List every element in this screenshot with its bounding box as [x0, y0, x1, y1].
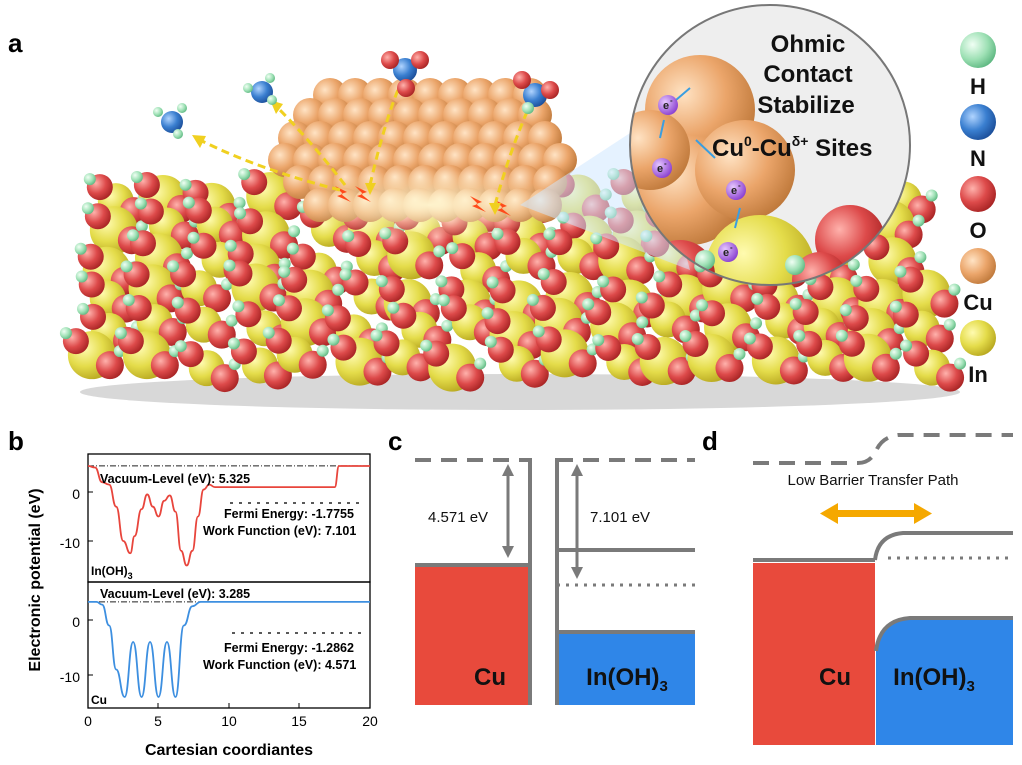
bottom-material-label: Cu — [91, 693, 107, 707]
top-vacuum-level-label: Vacuum-Level (eV): 5.325 — [100, 472, 250, 486]
panel-label-a: a — [8, 28, 23, 58]
callout-line-3: Stabilize — [757, 92, 854, 119]
transfer-path-label: Low Barrier Transfer Path — [788, 472, 959, 489]
xtick-0: 0 — [84, 713, 92, 729]
panel-label-d: d — [702, 426, 718, 456]
inoh-label: In(OH)3 — [893, 664, 975, 695]
legend-swatch-cu — [960, 248, 996, 284]
conduction-band-line — [873, 531, 1013, 561]
arrow-heads — [192, 100, 501, 215]
cu-work-function-value: 4.571 eV — [428, 509, 488, 526]
bottom-vacuum-level-label: Vacuum-Level (eV): 3.285 — [100, 587, 250, 601]
xtick-20: 20 — [362, 713, 378, 729]
top-ytick-neg10: -10 — [60, 535, 80, 551]
callout-line-4: Cu0-Cuδ+ Sites — [712, 133, 872, 162]
inoh-block — [876, 618, 1013, 745]
svg-text:e: e — [731, 185, 737, 197]
top-ytick-0: 0 — [72, 486, 80, 502]
legend-swatch-in — [960, 320, 996, 356]
xtick-10: 10 — [221, 713, 237, 729]
panel-a-illustration: e- e- e- e- Ohmic Contact Stabilize Cu0-… — [59, 4, 996, 410]
reaction-path-arrows — [199, 84, 532, 206]
cu-label: Cu — [819, 664, 851, 691]
panel-d-band-diagram: Low Barrier Transfer Path Cu In(OH)3 — [753, 433, 1013, 745]
legend-label-h: H — [970, 74, 986, 99]
top-material-label: In(OH)3 — [91, 564, 133, 581]
xtick-5: 5 — [154, 713, 162, 729]
slab-shadow — [80, 374, 960, 410]
chart-y-axis-label: Electronic potential (eV) — [27, 488, 44, 671]
inoh-work-function-arrow — [571, 464, 583, 579]
xtick-15: 15 — [291, 713, 307, 729]
svg-text:e: e — [723, 247, 729, 259]
svg-text:-: - — [738, 181, 741, 190]
svg-text:-: - — [730, 243, 733, 252]
bottom-fermi-energy-label: Fermi Energy: -1.2862 — [224, 641, 354, 655]
svg-text:e: e — [663, 100, 669, 112]
element-legend: H N O Cu In — [960, 32, 996, 387]
callout-circle-border — [629, 4, 911, 286]
chart-x-axis-label: Cartesian coordiantes — [145, 742, 313, 759]
series-line-cu — [88, 600, 370, 698]
series-line-inoh3 — [87, 465, 370, 567]
inoh-label: In(OH)3 — [586, 664, 668, 695]
panel-label-c: c — [388, 426, 403, 456]
vacuum-level-line — [753, 433, 1013, 465]
cu-label: Cu — [474, 664, 506, 691]
valence-band-line — [874, 616, 1013, 652]
nh3-molecule-1 — [153, 103, 187, 139]
panel-b-chart: Electronic potential (eV) Cartesian coor… — [27, 453, 378, 759]
nh3-molecule-2 — [243, 73, 277, 105]
electron-labels: e- e- e- e- — [657, 96, 741, 259]
cu-block — [415, 565, 530, 705]
callout-line-2: Contact — [763, 61, 852, 88]
no3-molecule-1 — [381, 51, 429, 97]
cu-work-function-arrow — [502, 464, 514, 558]
transfer-path-arrow — [820, 503, 932, 524]
legend-swatch-n — [960, 104, 996, 140]
legend-swatch-o — [960, 176, 996, 212]
legend-label-in: In — [968, 362, 988, 387]
bottom-work-function-label: Work Function (eV): 4.571 — [203, 658, 356, 672]
legend-label-o: O — [969, 218, 986, 243]
panel-c-band-diagram: Cu In(OH)3 4.571 eV 7.101 eV — [415, 458, 695, 705]
inoh-work-function-value: 7.101 eV — [590, 509, 650, 526]
svg-text:-: - — [670, 96, 673, 105]
bottom-ytick-0: 0 — [72, 614, 80, 630]
legend-label-n: N — [970, 146, 986, 171]
top-work-function-label: Work Function (eV): 7.101 — [203, 524, 356, 538]
no3-molecule-2 — [513, 71, 559, 114]
legend-swatch-h — [960, 32, 996, 68]
panel-label-b: b — [8, 426, 24, 456]
svg-text:e: e — [657, 163, 663, 175]
top-fermi-energy-label: Fermi Energy: -1.7755 — [224, 507, 354, 521]
legend-label-cu: Cu — [963, 290, 992, 315]
callout-line-1: Ohmic — [771, 31, 846, 58]
bottom-ytick-neg10: -10 — [60, 669, 80, 685]
cu-block — [753, 563, 875, 745]
svg-text:-: - — [664, 159, 667, 168]
callout-text: Ohmic Contact Stabilize — [757, 31, 854, 119]
inoh-block — [559, 632, 695, 705]
electron-icons — [652, 95, 746, 262]
